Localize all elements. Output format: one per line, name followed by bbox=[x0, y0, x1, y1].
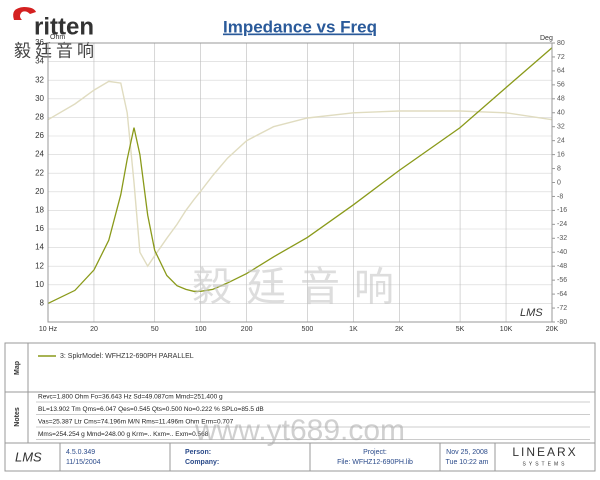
y-tick-label: 26 bbox=[35, 131, 44, 140]
brand: ritten bbox=[34, 13, 94, 40]
y2-tick-label: -24 bbox=[557, 221, 567, 228]
y2-tick-label: 80 bbox=[557, 40, 565, 47]
y-tick-label: 36 bbox=[35, 38, 44, 47]
watermark: www.yt689.com bbox=[194, 414, 405, 447]
version: 4.5.0.349 bbox=[66, 449, 95, 456]
note-line: BL=13.902 Tm Qms=6.047 Qes=0.545 Qts=0.5… bbox=[38, 406, 264, 413]
y2-tick-label: -72 bbox=[557, 305, 567, 312]
notes-label: Notes bbox=[14, 407, 21, 427]
x-tick-label: 100 bbox=[195, 326, 207, 333]
y2-tick-label: 72 bbox=[557, 54, 565, 61]
person: Person: bbox=[185, 449, 211, 456]
y2-tick-label: -32 bbox=[557, 235, 567, 242]
x-tick-label: 20 bbox=[90, 326, 98, 333]
brand-cn: 毅廷音响 bbox=[14, 41, 98, 60]
x-tick-label: 10K bbox=[500, 326, 513, 333]
company: Company: bbox=[185, 459, 219, 466]
y-tick-label: 34 bbox=[35, 57, 44, 66]
y-tick-label: 14 bbox=[35, 243, 44, 252]
y-axis-label: Ohm bbox=[50, 34, 65, 41]
notes: Revc=1.800 Ohm Fo=36.643 Hz Sd=49.087cm … bbox=[36, 394, 590, 440]
x-tick-label: 10 Hz bbox=[39, 326, 58, 333]
x-tick-label: 1K bbox=[349, 326, 358, 333]
y-tick-label: 22 bbox=[35, 168, 44, 177]
y-tick-label: 20 bbox=[35, 187, 44, 196]
y-tick-label: 16 bbox=[35, 224, 44, 233]
y2-tick-label: -64 bbox=[557, 291, 567, 298]
x-tick-label: 2K bbox=[395, 326, 404, 333]
y-tick-label: 28 bbox=[35, 113, 44, 122]
y2-tick-label: 24 bbox=[557, 137, 565, 144]
build-date: 11/15/2004 bbox=[66, 459, 101, 466]
x-tick-label: 5K bbox=[456, 326, 465, 333]
vendor: LINEARX bbox=[512, 445, 577, 459]
y-tick-label: 10 bbox=[35, 280, 44, 289]
x-tick-label: 500 bbox=[302, 326, 314, 333]
y-tick-label: 8 bbox=[40, 299, 45, 308]
plot bbox=[47, 47, 553, 304]
y2-tick-label: 32 bbox=[557, 124, 565, 131]
note-line: Mms=254.254 g Mmd=248.00 g Krm=.. Kxm=..… bbox=[38, 431, 209, 438]
project: Project: bbox=[363, 449, 387, 456]
x-tick-label: 200 bbox=[241, 326, 253, 333]
footer-logo: LMS bbox=[15, 449, 42, 464]
series-line bbox=[47, 47, 553, 304]
y2-tick-label: -16 bbox=[557, 207, 567, 214]
chart-title: Impedance vs Freq bbox=[223, 17, 377, 36]
series-line bbox=[47, 80, 553, 268]
y2-tick-label: -8 bbox=[557, 193, 563, 200]
y2-tick-label: 8 bbox=[557, 165, 561, 172]
y-tick-label: 12 bbox=[35, 261, 44, 270]
y2-tick-label: -80 bbox=[557, 319, 567, 326]
y-tick-label: 32 bbox=[35, 75, 44, 84]
y2-tick-label: 16 bbox=[557, 151, 565, 158]
y-tick-label: 24 bbox=[35, 150, 44, 159]
x-tick-label: 20K bbox=[546, 326, 559, 333]
y2-tick-label: 40 bbox=[557, 110, 565, 117]
y2-tick-label: 48 bbox=[557, 96, 565, 103]
date: Nov 25, 2008 bbox=[446, 449, 488, 456]
watermark-cn: 毅廷音响 bbox=[192, 266, 408, 310]
file: File: WFHZ12-690PH.lib bbox=[337, 459, 413, 466]
y2-axis-label: Deg bbox=[540, 35, 553, 42]
y-tick-label: 18 bbox=[35, 206, 44, 215]
y2-tick-label: -48 bbox=[557, 263, 567, 270]
y2-tick-label: 0 bbox=[557, 179, 561, 186]
info-panel bbox=[4, 342, 596, 472]
legend-entry: 3: SpkrModel: WFHZ12-690PH PARALLEL bbox=[60, 353, 194, 360]
y2-tick-label: -40 bbox=[557, 249, 567, 256]
y2-tick-label: -56 bbox=[557, 277, 567, 284]
time: Tue 10:22 am bbox=[446, 459, 489, 466]
note-line: Revc=1.800 Ohm Fo=36.643 Hz Sd=49.087cm … bbox=[38, 394, 223, 401]
x-tick-label: 50 bbox=[151, 326, 159, 333]
y2-tick-label: 64 bbox=[557, 68, 565, 75]
y-tick-label: 30 bbox=[35, 94, 44, 103]
logo-swoosh bbox=[13, 7, 36, 20]
lms-mark: LMS bbox=[520, 307, 543, 319]
vendor-sub: SYSTEMS bbox=[523, 461, 568, 467]
y2-tick-label: 56 bbox=[557, 82, 565, 89]
note-line: Vas=25.387 Ltr Cms=74.196m M/N Rms=11.49… bbox=[38, 419, 234, 426]
map-label: Map bbox=[14, 361, 21, 375]
